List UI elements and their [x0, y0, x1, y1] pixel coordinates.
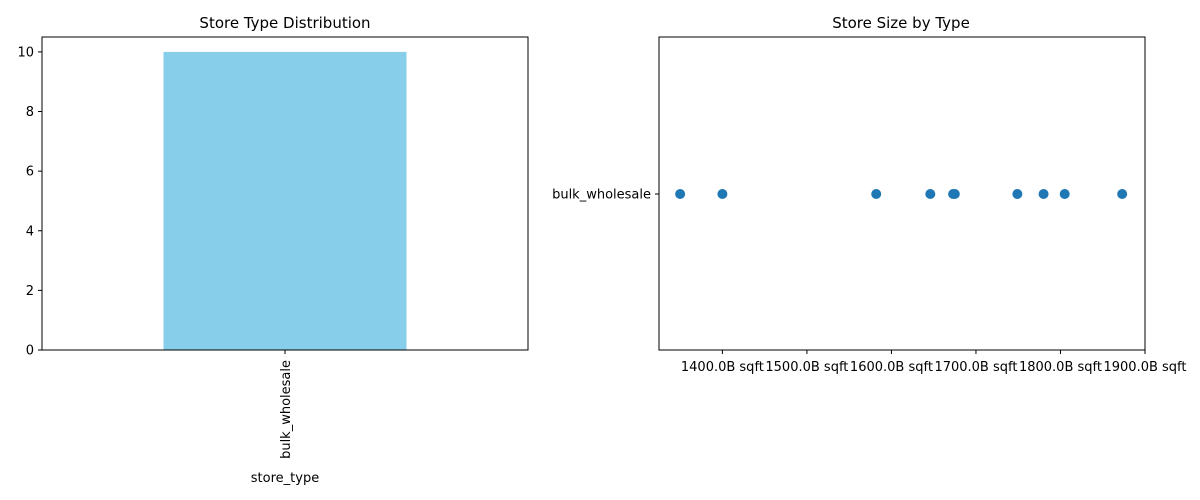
scatter-point [1038, 189, 1049, 199]
bar-chart-plot-area: 0 2 4 6 8 10 bulk_wholesale [17, 45, 407, 459]
scatter-chart-title: Store Size by Type [832, 14, 970, 32]
x-tick-label: 1600.0B sqft [850, 360, 933, 375]
scatter-point [1059, 189, 1070, 199]
scatter-point [871, 189, 882, 199]
y-tick-label: bulk_wholesale [552, 188, 651, 203]
y-tick-label: 10 [17, 45, 34, 60]
scatter-point [675, 189, 686, 199]
scatter-point [949, 189, 960, 199]
y-tick-label: 6 [26, 165, 34, 180]
y-tick-label: 8 [26, 105, 34, 120]
scatter-point [1012, 189, 1023, 199]
bar-chart-x-axis-label: store_type [251, 471, 319, 486]
scatter-point [717, 189, 728, 199]
bar-chart-title: Store Type Distribution [199, 14, 370, 32]
scatter-point [1117, 189, 1128, 199]
scatter-chart-frame [658, 36, 1146, 351]
x-tick-label: 1500.0B sqft [765, 360, 848, 375]
bar-bulk_wholesale [163, 51, 407, 351]
x-tick-label: 1400.0B sqft [681, 360, 764, 375]
bar-chart-frame [41, 36, 529, 351]
y-tick-label: 0 [26, 344, 34, 359]
y-tick-label: 2 [26, 284, 34, 299]
scatter-chart-plot-area: bulk_wholesale 1400.0B sqft 1500.0B sqft 16… [552, 188, 1186, 376]
scatter-point [925, 189, 936, 199]
x-tick-label: 1800.0B sqft [1019, 360, 1102, 375]
x-tick-label: 1700.0B sqft [934, 360, 1017, 375]
x-tick-label: 1900.0B sqft [1103, 360, 1186, 375]
y-tick-label: 4 [26, 224, 34, 239]
bar-chart: Store Type Distribution 0 2 4 6 8 10 bulk_whol… [17, 14, 529, 486]
x-tick-label: bulk_wholesale [279, 360, 294, 459]
scatter-chart: Store Size by Type bulk_wholesale 1400.0B… [552, 14, 1186, 375]
